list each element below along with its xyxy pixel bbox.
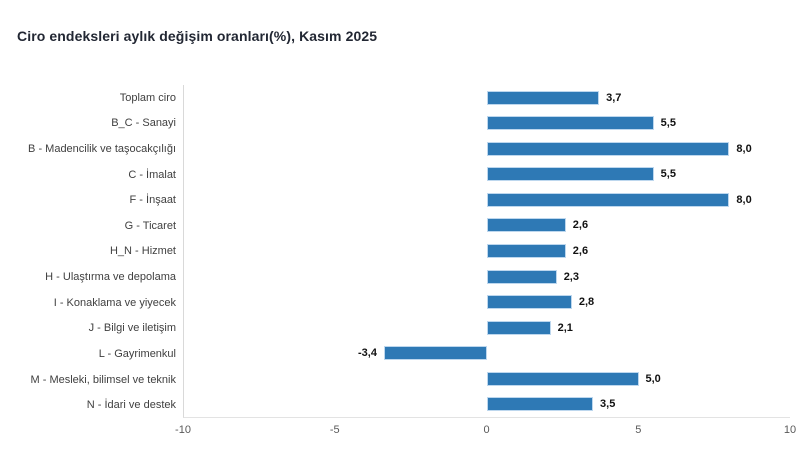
bar-value-label: 5,0 <box>645 372 661 385</box>
x-tick-label: -5 <box>329 424 340 436</box>
category-label: F - İnşaat <box>129 194 176 207</box>
bar-value-label: 2,6 <box>572 245 589 257</box>
x-tick-label: 0 <box>483 424 490 436</box>
bar-value-label: 2,3 <box>563 270 579 283</box>
bar[interactable] <box>487 116 654 131</box>
category-label: G - Ticaret <box>124 219 176 232</box>
bar-value-label: 2,8 <box>578 296 595 309</box>
category-label: I - Konaklama ve yiyecek <box>53 296 176 309</box>
chart-title: Ciro endeksleri aylık değişim oranları(%… <box>17 28 378 44</box>
bar-value-label: 8,0 <box>736 193 752 206</box>
bar[interactable] <box>487 295 572 310</box>
plot-area: 3,7 5,5 8,0 5,5 8,0 2,6 2,6 2,3 2,8 2,1 -3,4 5,0 3,5 <box>183 85 790 418</box>
category-label: M - Mesleki, bilimsel ve teknik <box>30 373 176 386</box>
bar[interactable] <box>487 269 557 284</box>
category-label: N - İdari ve destek <box>86 399 176 412</box>
x-axis: -10 -5 0 5 10 <box>175 424 796 440</box>
category-label: L - Gayrimenkul <box>98 347 176 360</box>
category-label: H - Ulaştırma ve depolama <box>45 271 176 284</box>
category-label: B_C - Sanayi <box>111 117 176 130</box>
bar-value-label: 2,6 <box>572 219 589 232</box>
bar-value-label: 8,0 <box>736 142 752 155</box>
bar[interactable] <box>487 371 639 386</box>
bar[interactable] <box>487 192 730 207</box>
bar-value-label: 3,5 <box>600 398 616 411</box>
bar-value-label: 5,5 <box>660 117 676 130</box>
category-label: C - İmalat <box>128 168 176 181</box>
bar-value-label: -3,4 <box>358 347 377 360</box>
bar[interactable] <box>487 90 600 105</box>
category-label: B - Madencilik ve taşocakçılığı <box>28 143 176 156</box>
bar[interactable] <box>487 320 551 335</box>
category-label: H_N - Hizmet <box>109 245 176 258</box>
category-axis: Toplam ciro B_C - Sanayi B - Madencilik ve… <box>0 85 176 418</box>
x-tick-label: -10 <box>175 424 191 436</box>
bar-value-label: 5,5 <box>660 168 676 181</box>
bar[interactable] <box>487 218 566 233</box>
x-tick-label: 10 <box>783 424 797 436</box>
bar[interactable] <box>487 167 654 182</box>
bar[interactable] <box>487 141 730 156</box>
category-label: J - Bilgi ve iletişim <box>88 322 176 335</box>
bar-value-label: 2,1 <box>557 321 573 334</box>
bar[interactable] <box>383 346 487 361</box>
x-tick-label: 5 <box>635 424 642 436</box>
bar[interactable] <box>487 397 594 412</box>
bar-value-label: 3,7 <box>606 91 622 104</box>
category-label: Toplam ciro <box>119 91 176 104</box>
bar[interactable] <box>487 244 566 258</box>
